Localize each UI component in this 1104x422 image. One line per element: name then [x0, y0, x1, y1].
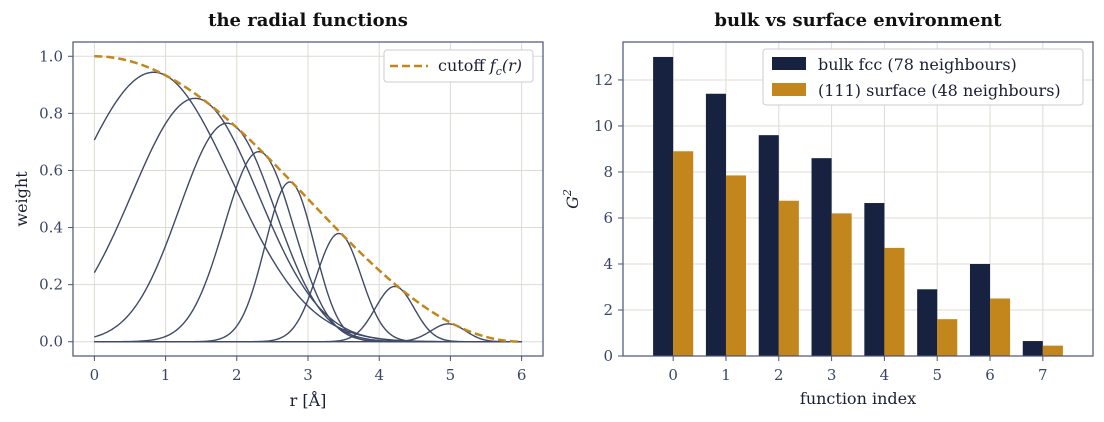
surface-bar-0 — [673, 151, 694, 356]
left-legend-box — [383, 49, 534, 83]
right-y-tick-label: 6 — [603, 209, 613, 227]
left-x-tick-label: 6 — [517, 366, 527, 384]
left-curves — [93, 55, 522, 343]
left-y-tick-label: 0.0 — [39, 333, 63, 351]
right-legend-box — [762, 48, 1084, 106]
surface-legend-label: (111) surface (48 neighbours) — [818, 81, 1061, 100]
left-y-axis-label: weight — [12, 171, 31, 227]
right-y-tick-label: 2 — [603, 301, 613, 319]
right-x-tick-label: 1 — [721, 366, 731, 384]
bulk-bar-5 — [917, 289, 938, 356]
bulk-bar-3 — [811, 158, 832, 356]
left-x-tick-label: 1 — [161, 366, 171, 384]
cutoff-curve — [94, 55, 522, 343]
right-y-tick-label: 12 — [594, 71, 613, 89]
left-y-tick-label: 0.6 — [39, 161, 63, 179]
right-y-ticks: 0 2 4 6 8 10 12 — [594, 71, 623, 365]
right-y-tick-label: 0 — [603, 347, 613, 365]
right-y-tick-label: 4 — [603, 255, 613, 273]
bulk-bar-1 — [705, 93, 726, 356]
bulk-bar-7 — [1022, 341, 1043, 356]
surface-bar-6 — [990, 298, 1011, 356]
bulk-bar-6 — [969, 263, 991, 356]
surface-legend-swatch — [772, 83, 806, 96]
left-y-tick-label: 0.4 — [39, 219, 63, 237]
left-x-axis-label: r [Å] — [290, 390, 327, 410]
right-x-tick-label: 6 — [985, 366, 995, 384]
surface-bar-2 — [778, 200, 799, 356]
radial-function-curve-7 — [94, 323, 522, 343]
left-y-tick-label: 0.2 — [39, 276, 63, 294]
left-x-tick-label: 2 — [232, 366, 242, 384]
right-x-tick-label: 4 — [880, 366, 890, 384]
left-x-tick-label: 5 — [446, 366, 456, 384]
left-x-tick-label: 3 — [303, 366, 313, 384]
bulk-legend-swatch — [772, 57, 806, 70]
right-x-tick-label: 3 — [827, 366, 837, 384]
left-x-tick-label: 4 — [374, 366, 384, 384]
surface-bar-1 — [725, 175, 747, 356]
right-bars — [653, 56, 1063, 356]
right-y-tick-label: 8 — [603, 163, 613, 181]
left-x-ticks: 0 1 2 3 4 5 6 — [90, 356, 527, 384]
right-axes-frame — [622, 41, 1094, 357]
left-y-tick-label: 0.8 — [39, 104, 63, 122]
right-x-ticks: 0 1 2 3 4 5 6 7 — [668, 356, 1048, 384]
left-chart-title: the radial functions — [208, 10, 408, 31]
bulk-legend-label: bulk fcc (78 neighbours) — [818, 55, 1017, 74]
right-y-tick-label: 10 — [594, 117, 613, 135]
left-legend: cutoff fc(r) — [383, 49, 534, 83]
right-x-tick-label: 0 — [668, 366, 678, 384]
cutoff-legend-label: cutoff fc(r) — [438, 56, 522, 78]
surface-bar-5 — [937, 319, 958, 356]
surface-bar-7 — [1042, 345, 1063, 356]
right-x-tick-label: 5 — [932, 366, 942, 384]
right-x-tick-label: 2 — [774, 366, 784, 384]
right-x-axis-label: function index — [800, 389, 916, 408]
left-y-tick-label: 1.0 — [39, 47, 63, 65]
right-legend: bulk fcc (78 neighbours) (111) surface (… — [762, 48, 1084, 106]
bulk-bar-2 — [758, 135, 779, 356]
bulk-bar-0 — [653, 56, 674, 356]
left-y-ticks: 0.0 0.2 0.4 0.6 0.8 1.0 — [39, 47, 73, 351]
surface-bar-3 — [831, 213, 852, 356]
right-y-axis-label: G2 — [561, 189, 582, 209]
bulk-bar-4 — [864, 203, 885, 356]
surface-bar-4 — [884, 247, 905, 356]
right-chart-title: bulk vs surface environment — [714, 10, 1002, 31]
right-x-tick-label: 7 — [1038, 366, 1048, 384]
left-x-tick-label: 0 — [90, 366, 100, 384]
